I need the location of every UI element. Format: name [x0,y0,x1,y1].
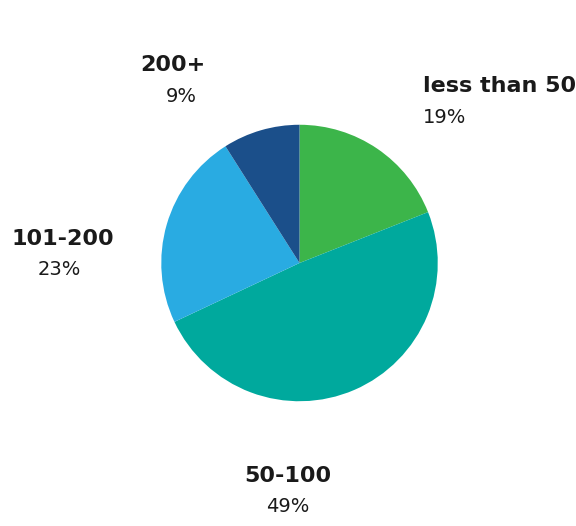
Text: 50-100: 50-100 [244,466,332,485]
Text: 101-200: 101-200 [12,229,114,249]
Wedge shape [175,212,438,401]
Text: less than 50: less than 50 [423,76,576,96]
Wedge shape [161,146,300,322]
Text: 49%: 49% [266,497,310,516]
Wedge shape [225,125,300,263]
Text: 23%: 23% [37,260,81,279]
Text: 9%: 9% [166,87,197,106]
Wedge shape [300,125,428,263]
Text: 200+: 200+ [140,55,206,75]
Text: 19%: 19% [423,108,467,127]
